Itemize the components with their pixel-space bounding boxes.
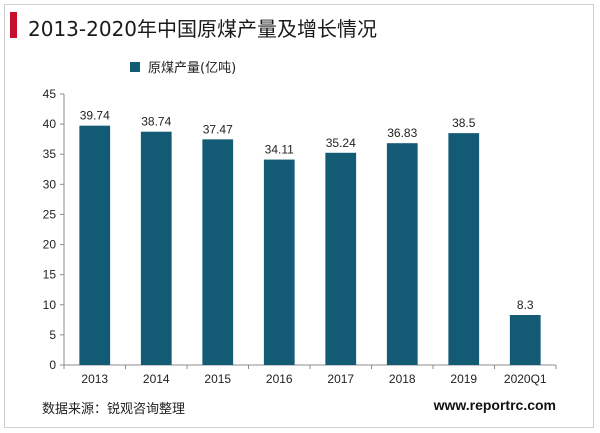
y-tick-label: 20 — [43, 238, 57, 252]
x-tick-label: 2015 — [204, 372, 231, 386]
y-tick-label: 35 — [43, 147, 57, 161]
y-tick-label: 30 — [43, 177, 57, 191]
y-tick-label: 15 — [43, 268, 57, 282]
bar — [263, 159, 295, 365]
bar-value-label: 38.5 — [452, 116, 476, 130]
bar-value-label: 36.83 — [387, 126, 417, 140]
bar — [202, 139, 234, 365]
chart-title: 2013-2020年中国原煤产量及增长情况 — [28, 17, 378, 41]
x-tick-label: 2019 — [450, 372, 477, 386]
bar — [386, 143, 418, 365]
legend-label: 原煤产量(亿吨) — [148, 61, 237, 76]
bar — [140, 131, 172, 365]
bar — [509, 315, 541, 365]
x-tick-label: 2020Q1 — [504, 372, 547, 386]
bar-value-label: 8.3 — [517, 298, 534, 312]
bar-value-label: 35.24 — [326, 136, 356, 150]
bar-value-label: 34.11 — [265, 143, 294, 157]
x-tick-label: 2018 — [389, 372, 416, 386]
y-tick-label: 10 — [43, 298, 57, 312]
bar-value-label: 39.74 — [80, 109, 110, 123]
bar — [79, 125, 111, 366]
y-tick-label: 40 — [43, 117, 57, 131]
x-tick-label: 2013 — [81, 372, 108, 386]
title-accent-bar — [10, 12, 17, 38]
x-tick-label: 2017 — [327, 372, 354, 386]
bar — [325, 152, 357, 365]
x-tick-label: 2016 — [266, 372, 293, 386]
data-source: 数据来源：锐观咨询整理 — [42, 402, 186, 417]
bar — [448, 133, 480, 365]
legend: 原煤产量(亿吨) — [130, 57, 236, 76]
bar-value-label: 37.47 — [203, 122, 233, 136]
y-tick-label: 45 — [43, 87, 57, 101]
y-tick-label: 5 — [49, 328, 56, 342]
chart-frame — [4, 4, 594, 428]
legend-swatch — [130, 61, 140, 72]
x-tick-label: 2014 — [143, 372, 170, 386]
y-tick-label: 0 — [49, 358, 56, 372]
y-tick-label: 25 — [43, 207, 57, 221]
bar-value-label: 38.74 — [141, 115, 171, 129]
website-watermark: www.reportrc.com — [433, 397, 556, 413]
